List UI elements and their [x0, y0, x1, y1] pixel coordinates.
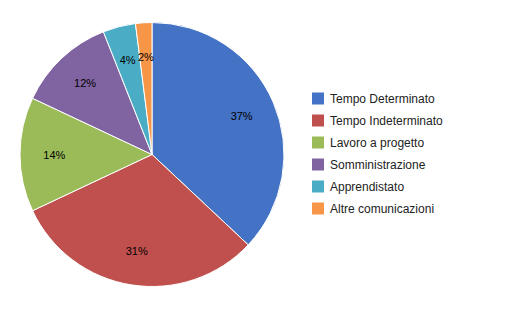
- legend-swatch: [312, 93, 324, 105]
- legend-item: Lavoro a progetto: [312, 136, 424, 150]
- slice: [135, 23, 152, 155]
- legend-label: Altre comunicazioni: [330, 202, 434, 216]
- legend-label: Tempo Indeterminato: [330, 114, 443, 128]
- data-label: 4%: [120, 54, 136, 66]
- data-label: 14%: [43, 149, 65, 161]
- data-label: 37%: [231, 110, 253, 122]
- legend-item: Tempo Determinato: [312, 92, 435, 106]
- chart: 37% 31% 14% 12% 4%2% Tempo Determinato Tempo I…: [0, 0, 521, 309]
- legend: Tempo Determinato Tempo Indeterminato Lavo…: [312, 92, 443, 216]
- legend-swatch: [312, 159, 324, 171]
- legend-label: Tempo Determinato: [330, 92, 435, 106]
- legend-label: Apprendistato: [330, 180, 404, 194]
- data-labels: 37% 31% 14% 12% 4%2%: [43, 51, 253, 257]
- legend-item: Somministrazione: [312, 158, 426, 172]
- data-label: 12%: [74, 77, 96, 89]
- legend-item: Tempo Indeterminato: [312, 114, 443, 128]
- legend-item: Altre comunicazioni: [312, 202, 434, 216]
- legend-label: Somministrazione: [330, 158, 426, 172]
- legend-item: Apprendistato: [312, 180, 404, 194]
- legend-label: Lavoro a progetto: [330, 136, 424, 150]
- legend-swatch: [312, 181, 324, 193]
- slices: [20, 23, 284, 287]
- data-label: 2%: [138, 51, 154, 63]
- legend-swatch: [312, 203, 324, 215]
- pie: 37% 31% 14% 12% 4%2%: [20, 23, 284, 287]
- data-label: 31%: [126, 245, 148, 257]
- legend-swatch: [312, 115, 324, 127]
- legend-swatch: [312, 137, 324, 149]
